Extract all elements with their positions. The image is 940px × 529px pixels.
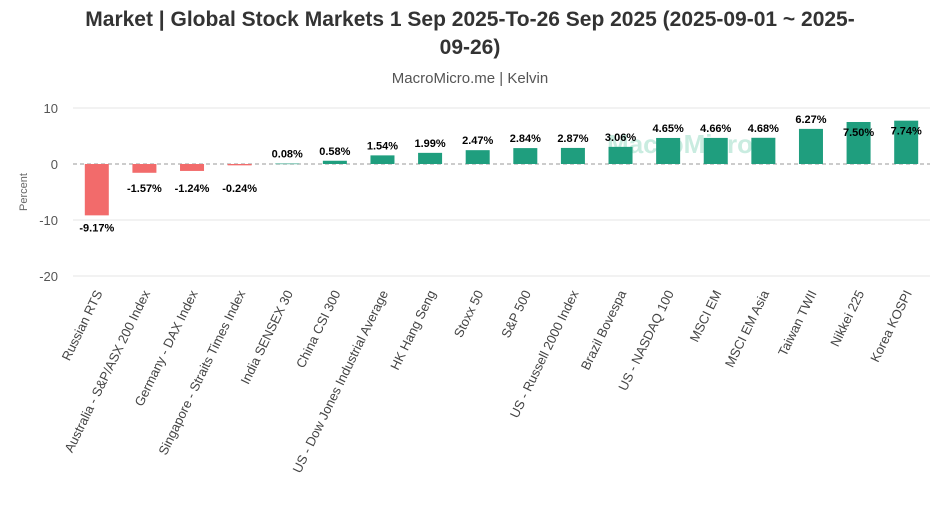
x-tick-label: Nikkei 225 [827, 288, 867, 349]
bar [227, 164, 252, 166]
chart-title-line-2: 09-26) [439, 36, 501, 59]
bar [513, 148, 538, 164]
data-label: 1.99% [414, 138, 445, 150]
chart-subtitle: MacroMicro.me | Kelvin [391, 70, 549, 87]
bar [322, 160, 347, 164]
x-tick-label: US - Dow Jones Industrial Average [289, 288, 391, 476]
bar [703, 137, 728, 164]
x-tick-label: S&P 500 [498, 288, 534, 340]
bar [370, 155, 395, 164]
chart-title-line-1: Market | Global Stock Markets 1 Sep 2025… [85, 8, 855, 31]
bar [656, 137, 681, 164]
data-label: 4.68% [748, 123, 779, 135]
data-label: 7.74% [891, 126, 922, 138]
y-tick-label: -20 [39, 269, 58, 284]
x-tick-label: Russian RTS [59, 287, 106, 362]
y-axis-label: Percent [18, 173, 30, 211]
bar [465, 150, 490, 164]
x-tick-label: Korea KOSPI [867, 288, 915, 365]
y-tick-label: 10 [44, 101, 58, 116]
x-tick-label: Singapore - Straits Times Index [155, 287, 248, 457]
data-label: 3.06% [605, 132, 636, 144]
x-tick-label: MSCI EM [687, 288, 725, 345]
data-label: 4.66% [700, 123, 731, 135]
data-label: -1.24% [175, 183, 210, 195]
y-tick-label: -10 [39, 213, 58, 228]
bar [894, 120, 919, 164]
data-label: 2.47% [462, 135, 493, 147]
bar [846, 122, 871, 164]
bar [180, 164, 205, 171]
bar [418, 152, 443, 164]
data-label: -9.17% [79, 222, 114, 234]
bar [560, 147, 585, 164]
x-tick-label: Brazil Bovespa [578, 287, 630, 372]
x-tick-label: Stoxx 50 [451, 288, 487, 340]
x-tick-label: MSCI EM Asia [722, 287, 773, 370]
data-label: 2.87% [557, 133, 588, 145]
data-label: 2.84% [510, 133, 541, 145]
x-tick-label: Taiwan TWII [775, 288, 820, 359]
bar [798, 128, 823, 164]
x-tick-label: HK Hang Seng [387, 288, 439, 373]
x-tick-label: Australia - S&P/ASX 200 Index [61, 287, 153, 454]
bar [608, 146, 633, 164]
data-label: 4.65% [653, 123, 684, 135]
data-label: -1.57% [127, 183, 162, 195]
bar [751, 137, 776, 164]
y-tick-label: 0 [51, 157, 58, 172]
data-label: 6.27% [795, 114, 826, 126]
bar [275, 163, 300, 165]
chart-title: Market | Global Stock Markets 1 Sep 2025… [0, 6, 940, 62]
data-label: 0.58% [319, 146, 350, 158]
data-label: -0.24% [222, 183, 257, 195]
data-label: 0.08% [272, 149, 303, 161]
bar [132, 164, 157, 173]
bar [84, 164, 109, 216]
x-tick-label: India SENSEX 30 [237, 288, 295, 387]
data-label: 7.50% [843, 127, 874, 139]
x-tick-label: China CSI 300 [293, 288, 344, 371]
data-label: 1.54% [367, 140, 398, 152]
